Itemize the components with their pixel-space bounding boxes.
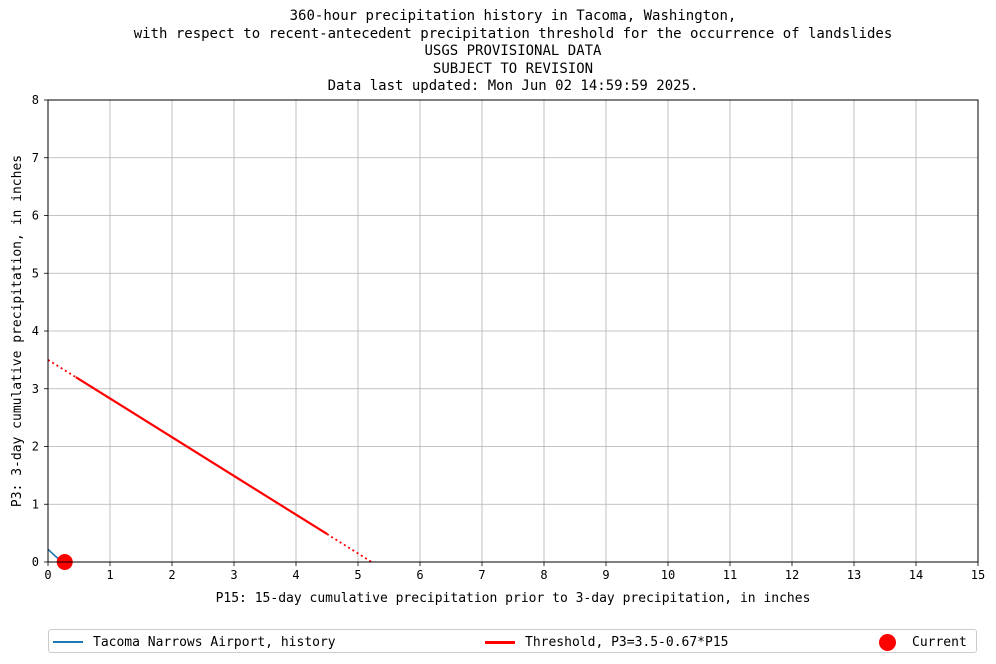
x-tick-label: 10 — [661, 568, 675, 582]
x-ticks: 0 1 2 3 4 5 6 7 8 9 10 11 12 13 14 15 — [44, 562, 985, 582]
series-layer — [47, 359, 373, 570]
x-tick-label: 12 — [785, 568, 799, 582]
x-tick-label: 4 — [292, 568, 299, 582]
x-tick-label: 7 — [478, 568, 485, 582]
legend-label-current: Current — [912, 634, 967, 650]
threshold-line — [75, 376, 328, 535]
legend-item-history: Tacoma Narrows Airport, history — [53, 630, 336, 654]
title-line-4: SUBJECT TO REVISION — [432, 60, 594, 77]
x-tick-label: 6 — [416, 568, 423, 582]
x-tick-label: 0 — [44, 568, 51, 582]
x-tick-label: 8 — [540, 568, 547, 582]
x-tick-label: 11 — [723, 568, 737, 582]
legend-item-current: Current — [879, 630, 967, 654]
x-axis-label: P15: 15-day cumulative precipitation pri… — [216, 591, 811, 606]
x-tick-label: 15 — [971, 568, 985, 582]
legend-item-threshold: Threshold, P3=3.5-0.67*P15 — [485, 630, 729, 654]
y-tick-label: 6 — [32, 209, 39, 223]
y-ticks: 0 1 2 3 4 5 6 7 8 — [32, 93, 48, 569]
chart-title: 360-hour precipitation history in Tacoma… — [0, 8, 996, 96]
legend-line-threshold — [485, 640, 515, 644]
y-tick-label: 1 — [32, 497, 39, 511]
y-tick-label: 8 — [32, 93, 39, 107]
legend-label-history: Tacoma Narrows Airport, history — [93, 634, 336, 650]
x-tick-label: 2 — [168, 568, 175, 582]
x-tick-label: 14 — [909, 568, 923, 582]
title-line-2: with respect to recent-antecedent precip… — [133, 25, 893, 42]
title-line-3: USGS PROVISIONAL DATA — [424, 43, 602, 59]
x-tick-label: 5 — [354, 568, 361, 582]
legend-line-history — [53, 641, 83, 643]
x-tick-label: 1 — [106, 568, 113, 582]
y-tick-label: 0 — [32, 555, 39, 569]
y-tick-label: 5 — [32, 266, 39, 280]
x-tick-label: 9 — [602, 568, 609, 582]
grid-lines — [47, 99, 979, 563]
legend: Tacoma Narrows Airport, history Threshol… — [48, 629, 977, 653]
y-tick-label: 2 — [32, 440, 39, 454]
title-line-1: 360-hour precipitation history in Tacoma… — [289, 8, 737, 24]
x-tick-label: 13 — [847, 568, 861, 582]
legend-marker-current — [879, 633, 896, 651]
y-tick-label: 3 — [32, 382, 39, 396]
y-axis-label: P3: 3-day cumulative precipitation, in i… — [10, 155, 25, 507]
x-tick-label: 3 — [230, 568, 237, 582]
threshold-extension-line — [326, 533, 373, 563]
y-tick-label: 4 — [32, 324, 39, 338]
title-line-5: Data last updated: Mon Jun 02 14:59:59 2… — [327, 78, 699, 94]
threshold-extension-line — [47, 359, 77, 378]
y-tick-label: 7 — [32, 151, 39, 165]
legend-label-threshold: Threshold, P3=3.5-0.67*P15 — [525, 634, 729, 650]
